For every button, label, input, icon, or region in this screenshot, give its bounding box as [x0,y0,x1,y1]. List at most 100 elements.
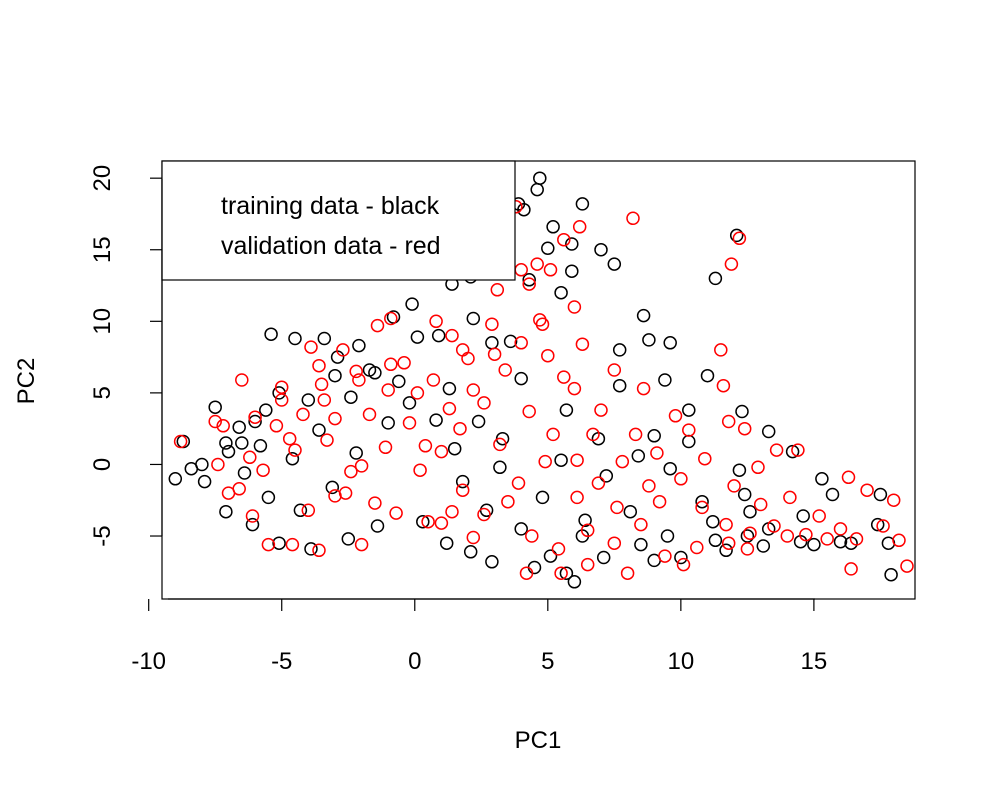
validation-point [514,336,528,350]
training-point [636,308,651,323]
training-point [325,480,340,495]
training-point [272,536,286,550]
validation-point [714,343,728,357]
training-point [455,474,470,489]
training-point [533,171,547,185]
training-point [208,400,222,414]
validation-point [626,211,640,226]
validation-point [676,557,691,572]
y-ticks: -5 0 5 10 15 20 [89,165,162,547]
validation-point [490,283,505,297]
validation-point [607,363,622,377]
validation-point [304,340,318,354]
validation-point [530,257,544,271]
validation-point [248,410,262,424]
validation-point [543,263,558,277]
validation-point [841,470,856,485]
training-point [285,451,300,466]
training-point [317,331,332,346]
validation-point [557,370,571,384]
validation-point [328,411,342,426]
validation-point [849,532,864,546]
validation-point [833,522,848,536]
validation-point [384,311,398,326]
validation-point [312,543,326,558]
training-point [578,513,592,528]
training-point [304,542,318,556]
training-point [596,550,611,565]
validation-point [551,542,566,556]
training-point [743,504,757,519]
validation-point [642,479,656,493]
validation-point [695,500,709,515]
training-point [706,514,720,529]
training-point [708,533,723,548]
y-axis: -5 0 5 10 15 20 [89,165,163,547]
validation-point [397,356,411,370]
validation-point [349,364,363,379]
training-point [344,390,358,404]
validation-point [256,463,270,477]
training-point [807,537,821,552]
validation-point [844,562,858,576]
validation-point [572,220,587,234]
training-point [517,202,531,217]
training-point [248,414,262,429]
validation-point [466,383,481,397]
validation-point [173,434,188,449]
x-axis: -10 -5 0 5 10 15 [131,598,827,675]
validation-point [812,509,826,523]
training-point [341,532,356,546]
validation-point [820,532,834,546]
validation-point [546,427,560,442]
training-point [631,449,646,463]
validation-point [570,453,584,467]
training-point [594,242,608,257]
legend-line-validation: validation data - red [221,232,441,260]
y-tick-label: -5 [89,525,116,546]
validation-point [668,409,683,423]
validation-point [620,566,635,580]
validation-point [418,439,433,453]
training-point [405,297,419,311]
validation-point [743,526,757,540]
y-tick-label: 10 [89,308,116,335]
points-layer [168,171,914,589]
training-point [612,378,627,393]
validation-point [580,557,595,572]
validation-point [487,347,502,361]
validation-point [461,351,475,366]
validation-point [525,529,539,543]
validation-point [453,421,467,436]
validation-point [751,460,765,475]
validation-point [320,433,334,447]
training-point [328,368,342,383]
training-point [232,420,246,434]
training-point [732,463,747,477]
training-point [381,416,395,430]
validation-point [740,542,755,556]
training-point [729,228,744,243]
training-point [442,381,457,396]
training-point [674,550,688,565]
training-point [658,373,672,387]
validation-point [354,459,369,473]
training-point [261,490,276,505]
training-point [235,436,249,450]
validation-point [690,540,704,555]
training-point [479,503,494,518]
validation-point [216,419,230,433]
training-point [756,539,771,553]
validation-point [344,464,358,479]
training-point [884,567,898,582]
training-point [535,490,550,505]
training-point [368,366,382,380]
validation-point [477,396,491,410]
training-point [647,429,661,443]
training-point [567,575,582,589]
validation-point [570,490,584,505]
validation-point [312,358,326,373]
training-point [796,509,810,523]
validation-point [314,377,329,392]
validation-point [860,483,874,497]
